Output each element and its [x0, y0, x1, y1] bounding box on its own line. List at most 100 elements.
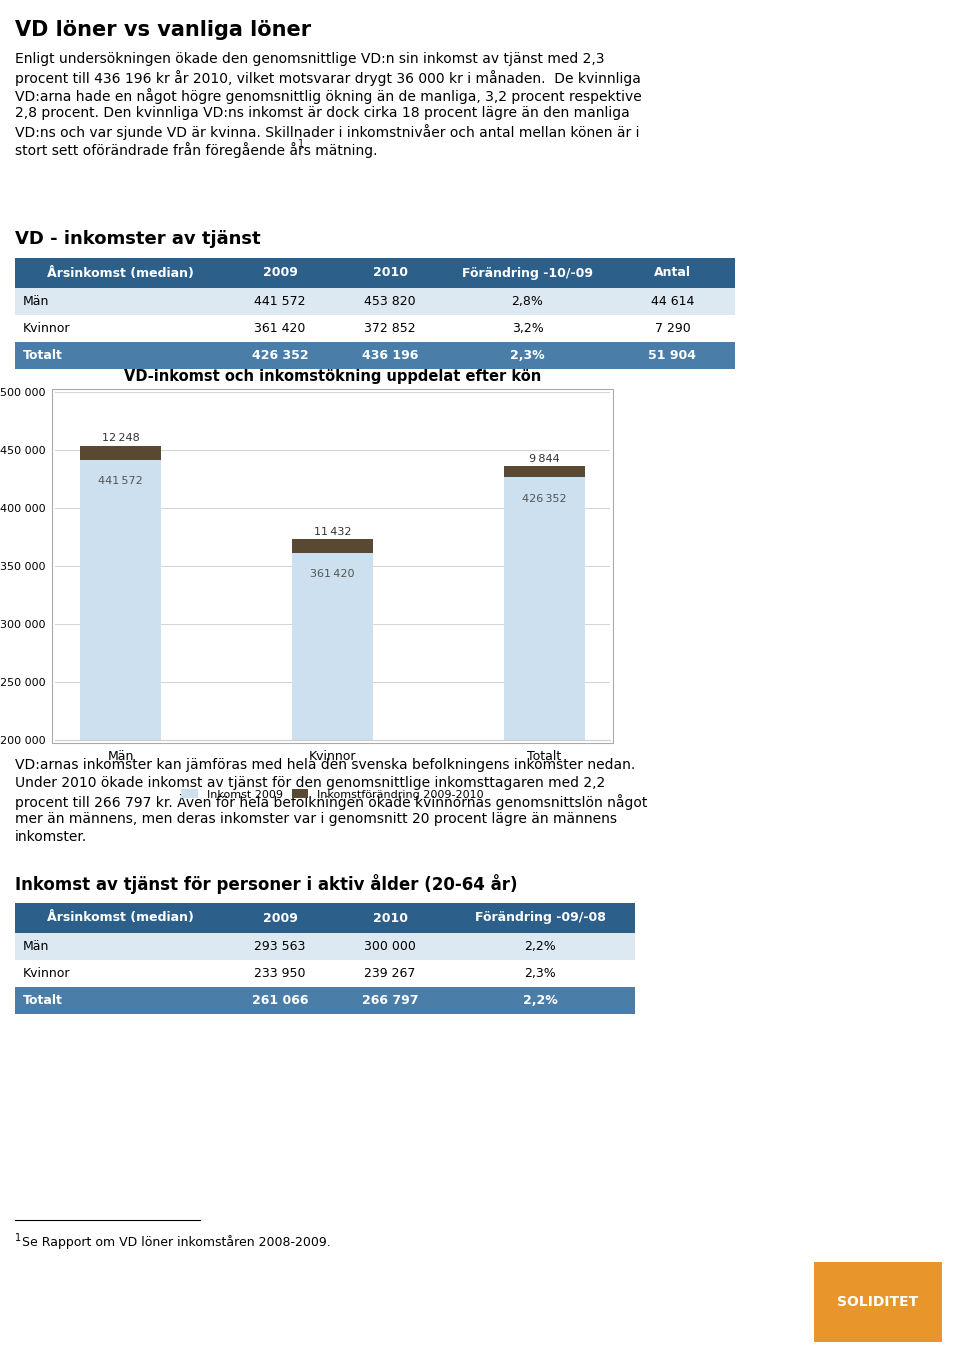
Text: 453 820: 453 820 — [364, 295, 416, 308]
Text: 2,3%: 2,3% — [524, 967, 556, 980]
Text: inkomster.: inkomster. — [15, 829, 87, 845]
Text: Enligt undersökningen ökade den genomsnittlige VD:n sin inkomst av tjänst med 2,: Enligt undersökningen ökade den genomsni… — [15, 52, 605, 66]
Bar — [15, 315, 225, 341]
Text: 2010: 2010 — [372, 912, 407, 924]
Text: 2,8 procent. Den kvinnliga VD:ns inkomst är dock cirka 18 procent lägre än den m: 2,8 procent. Den kvinnliga VD:ns inkomst… — [15, 106, 630, 121]
Text: 239 267: 239 267 — [364, 967, 416, 980]
Text: 2009: 2009 — [263, 912, 298, 924]
Text: 3,2%: 3,2% — [512, 322, 543, 335]
Text: Inkomst av tjänst för personer i aktiv ålder (20-64 år): Inkomst av tjänst för personer i aktiv å… — [15, 873, 517, 894]
Bar — [225, 903, 335, 934]
Text: Kvinnor: Kvinnor — [23, 322, 70, 335]
Text: 233 950: 233 950 — [254, 967, 305, 980]
Text: 266 797: 266 797 — [362, 994, 419, 1008]
Bar — [445, 934, 635, 960]
Bar — [225, 288, 335, 315]
Bar — [335, 315, 445, 341]
Title: VD-inkomst och inkomstökning uppdelat efter kön: VD-inkomst och inkomstökning uppdelat ef… — [124, 369, 541, 384]
Bar — [814, 1261, 942, 1342]
Bar — [225, 341, 335, 369]
Bar — [225, 960, 335, 987]
Text: Män: Män — [23, 941, 49, 953]
Bar — [335, 258, 445, 288]
Text: 441 572: 441 572 — [98, 476, 143, 485]
Bar — [335, 903, 445, 934]
Bar — [335, 341, 445, 369]
Bar — [445, 288, 610, 315]
Text: procent till 266 797 kr. Även för hela befolkningen ökade kvinnornas genomsnitts: procent till 266 797 kr. Även för hela b… — [15, 794, 647, 810]
Bar — [445, 315, 610, 341]
Bar — [335, 960, 445, 987]
Text: 44 614: 44 614 — [651, 295, 694, 308]
Bar — [335, 987, 445, 1015]
Text: 361 420: 361 420 — [310, 569, 355, 579]
Text: Antal: Antal — [654, 266, 691, 280]
Bar — [610, 258, 735, 288]
Bar — [335, 934, 445, 960]
Text: 300 000: 300 000 — [364, 941, 416, 953]
Text: VD:arna hade en något högre genomsnittlig ökning än de manliga, 3,2 procent resp: VD:arna hade en något högre genomsnittli… — [15, 88, 641, 104]
Text: 426 352: 426 352 — [522, 494, 566, 503]
Text: 1: 1 — [15, 1233, 21, 1243]
Text: 293 563: 293 563 — [254, 941, 305, 953]
Text: Totalt: Totalt — [23, 994, 62, 1008]
Text: 7 290: 7 290 — [655, 322, 690, 335]
Text: 436 196: 436 196 — [362, 350, 419, 362]
Bar — [445, 987, 635, 1015]
Legend: Inkomst 2009, Inkomstförändring 2009-2010: Inkomst 2009, Inkomstförändring 2009-201… — [177, 784, 489, 803]
Text: VD - inkomster av tjänst: VD - inkomster av tjänst — [15, 230, 260, 248]
Text: Under 2010 ökade inkomst av tjänst för den genomsnittlige inkomsttagaren med 2,2: Under 2010 ökade inkomst av tjänst för d… — [15, 776, 605, 790]
Text: 426 352: 426 352 — [252, 350, 308, 362]
Text: Män: Män — [23, 295, 49, 308]
Bar — [225, 258, 335, 288]
Text: 2,2%: 2,2% — [522, 994, 558, 1008]
Bar — [15, 934, 225, 960]
Text: Förändring -10/-09: Förändring -10/-09 — [462, 266, 593, 280]
Bar — [15, 903, 225, 934]
Text: 51 904: 51 904 — [649, 350, 697, 362]
Bar — [15, 960, 225, 987]
Bar — [15, 987, 225, 1015]
Text: 2,2%: 2,2% — [524, 941, 556, 953]
Text: stort sett oförändrade från föregående års mätning.: stort sett oförändrade från föregående å… — [15, 143, 377, 158]
Text: Se Rapport om VD löner inkomståren 2008-2009.: Se Rapport om VD löner inkomståren 2008-… — [22, 1235, 331, 1249]
Text: 2009: 2009 — [263, 266, 298, 280]
Bar — [15, 258, 225, 288]
Text: Kvinnor: Kvinnor — [23, 967, 70, 980]
Text: 261 066: 261 066 — [252, 994, 308, 1008]
Text: 11 432: 11 432 — [314, 528, 351, 537]
Text: Årsinkomst (median): Årsinkomst (median) — [47, 912, 193, 924]
Text: VD:ns och var sjunde VD är kvinna. Skillnader i inkomstnivåer och antal mellan k: VD:ns och var sjunde VD är kvinna. Skill… — [15, 123, 639, 140]
Text: mer än männens, men deras inkomster var i genomsnitt 20 procent lägre än männens: mer än männens, men deras inkomster var … — [15, 812, 617, 825]
Text: 441 572: 441 572 — [254, 295, 305, 308]
Text: 9 844: 9 844 — [529, 454, 560, 463]
Bar — [504, 477, 585, 972]
Bar — [445, 903, 635, 934]
Text: Förändring -09/-08: Förändring -09/-08 — [474, 912, 606, 924]
Text: 12 248: 12 248 — [102, 433, 139, 443]
Bar — [335, 288, 445, 315]
Text: Årsinkomst (median): Årsinkomst (median) — [47, 266, 193, 280]
Bar — [15, 288, 225, 315]
Bar — [610, 315, 735, 341]
Bar — [225, 315, 335, 341]
Text: VD:arnas inkomster kan jämföras med hela den svenska befolkningens inkomster ned: VD:arnas inkomster kan jämföras med hela… — [15, 758, 636, 772]
Bar — [81, 459, 160, 972]
Text: 2,8%: 2,8% — [512, 295, 543, 308]
Bar — [81, 446, 160, 459]
Bar — [292, 540, 372, 553]
Bar — [52, 389, 613, 743]
Text: 2,3%: 2,3% — [510, 350, 545, 362]
Bar — [225, 987, 335, 1015]
Text: VD löner vs vanliga löner: VD löner vs vanliga löner — [15, 21, 311, 40]
Bar — [445, 960, 635, 987]
Text: Totalt: Totalt — [23, 350, 62, 362]
Bar — [504, 466, 585, 477]
Bar — [15, 341, 225, 369]
Text: 2010: 2010 — [372, 266, 407, 280]
Text: 372 852: 372 852 — [364, 322, 416, 335]
Bar — [292, 553, 372, 972]
Bar — [445, 341, 610, 369]
Text: 361 420: 361 420 — [254, 322, 305, 335]
Text: 1: 1 — [298, 138, 304, 149]
